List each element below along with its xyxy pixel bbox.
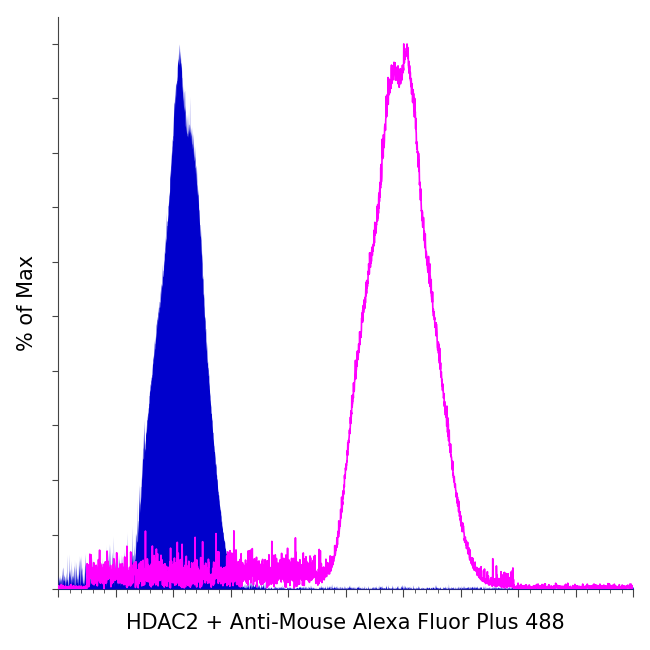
Y-axis label: % of Max: % of Max xyxy=(17,255,36,351)
X-axis label: HDAC2 + Anti-Mouse Alexa Fluor Plus 488: HDAC2 + Anti-Mouse Alexa Fluor Plus 488 xyxy=(127,614,565,633)
